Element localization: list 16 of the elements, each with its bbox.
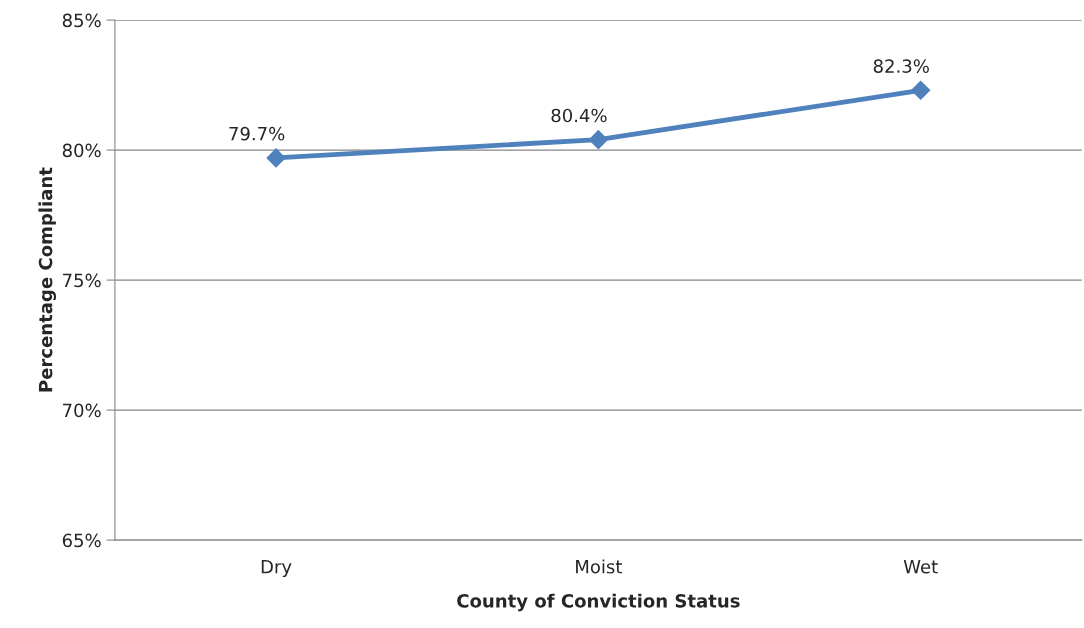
y-tick-label: 80% xyxy=(62,143,101,158)
x-tick-label: Wet xyxy=(903,560,938,574)
y-tick-label: 75% xyxy=(63,273,101,288)
y-tick-label: 85% xyxy=(62,13,101,28)
data-label: 79.7% xyxy=(229,126,285,141)
y-axis-title: Percentage Compliant xyxy=(38,167,57,392)
point xyxy=(911,80,931,100)
point xyxy=(266,148,286,168)
data-label: 80.4% xyxy=(551,108,607,123)
data-label: 82.3% xyxy=(873,59,929,73)
x-axis-title: County of Conviction Status xyxy=(457,593,740,612)
point xyxy=(588,130,608,150)
y-tick-label: 65% xyxy=(62,533,101,548)
x-tick-label: Dry xyxy=(261,560,292,577)
x-tick-label: Moist xyxy=(576,559,622,574)
y-tick-label: 70% xyxy=(63,403,101,418)
